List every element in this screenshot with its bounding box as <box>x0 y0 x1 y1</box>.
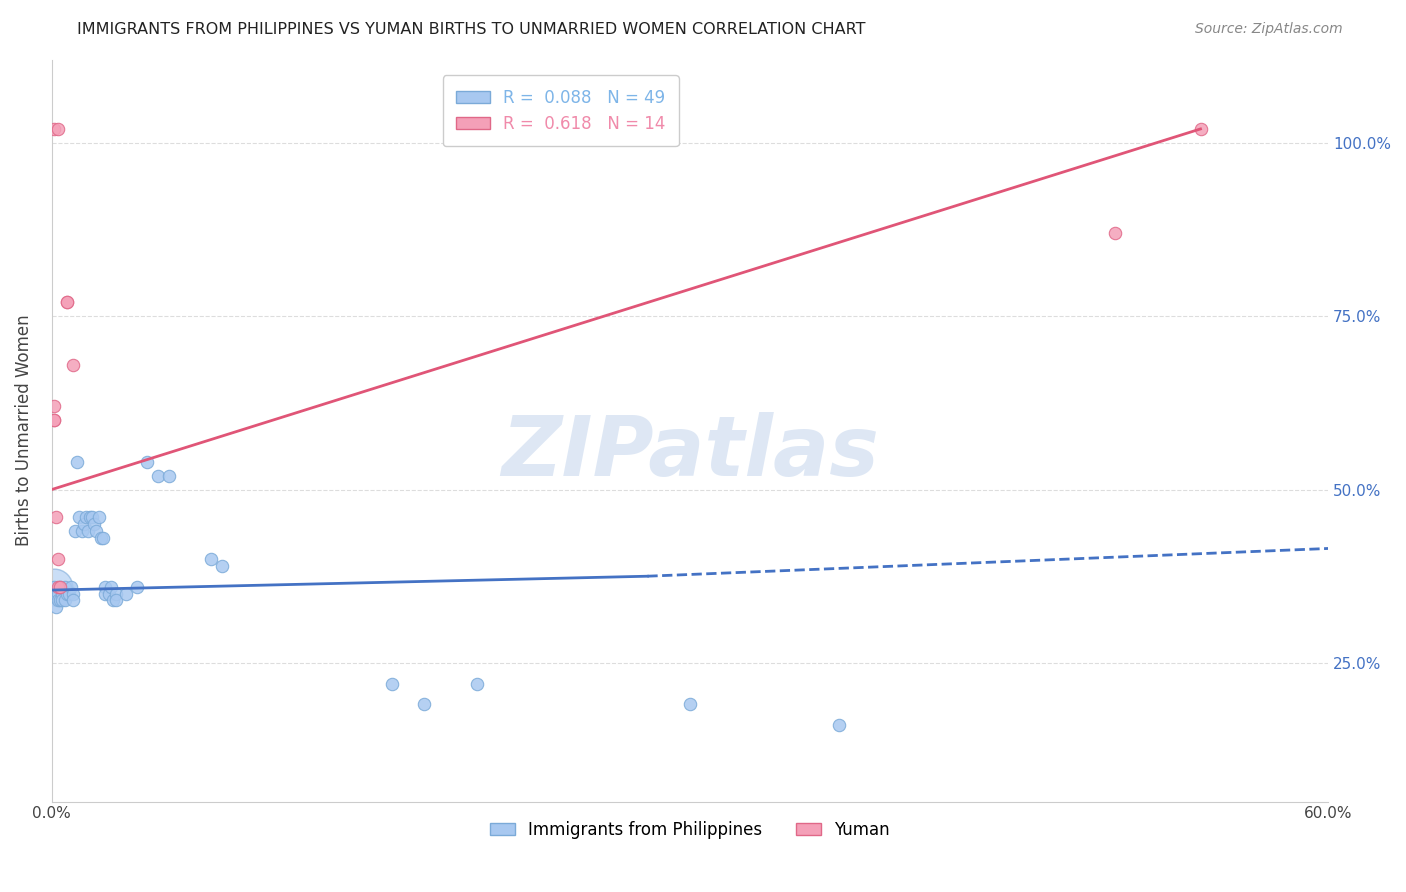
Point <box>62 593 84 607</box>
Point <box>94 586 117 600</box>
Point <box>45 586 67 600</box>
Point <box>75 510 97 524</box>
Point <box>115 586 138 600</box>
Point <box>1104 226 1126 240</box>
Point <box>62 586 84 600</box>
Point <box>77 524 100 538</box>
Point <box>51 593 73 607</box>
Point <box>146 468 169 483</box>
Point <box>136 455 159 469</box>
Point <box>42 580 65 594</box>
Point <box>55 295 77 310</box>
Point <box>46 593 69 607</box>
Point <box>42 413 65 427</box>
Point <box>53 593 76 607</box>
Point <box>1189 122 1212 136</box>
Legend: Immigrants from Philippines, Yuman: Immigrants from Philippines, Yuman <box>484 814 897 846</box>
Text: IMMIGRANTS FROM PHILIPPINES VS YUMAN BIRTHS TO UNMARRIED WOMEN CORRELATION CHART: IMMIGRANTS FROM PHILIPPINES VS YUMAN BIR… <box>77 22 866 37</box>
Point <box>381 676 404 690</box>
Point <box>49 580 72 594</box>
Point <box>66 455 89 469</box>
Point <box>45 510 67 524</box>
Point <box>63 524 86 538</box>
Point <box>87 510 110 524</box>
Point <box>45 600 67 615</box>
Point <box>103 593 125 607</box>
Point <box>98 586 121 600</box>
Point <box>46 552 69 566</box>
Point <box>211 558 233 573</box>
Point <box>104 593 127 607</box>
Point <box>828 718 851 732</box>
Point <box>62 358 84 372</box>
Text: Source: ZipAtlas.com: Source: ZipAtlas.com <box>1195 22 1343 37</box>
Point <box>42 122 65 136</box>
Point <box>465 676 488 690</box>
Point <box>42 580 65 594</box>
Point <box>200 552 222 566</box>
Point <box>46 122 69 136</box>
Point <box>46 586 69 600</box>
Point <box>100 580 122 594</box>
Point <box>86 524 108 538</box>
Point <box>90 531 112 545</box>
Point <box>73 517 96 532</box>
Point <box>53 580 76 594</box>
Point <box>55 295 77 310</box>
Point <box>157 468 180 483</box>
Text: ZIPatlas: ZIPatlas <box>501 412 879 493</box>
Point <box>58 586 80 600</box>
Point <box>55 586 77 600</box>
Point <box>49 593 72 607</box>
Point <box>51 586 73 600</box>
Point <box>42 413 65 427</box>
Point <box>42 400 65 414</box>
Point <box>67 510 90 524</box>
Point <box>79 510 101 524</box>
Point <box>91 531 114 545</box>
Point <box>125 580 148 594</box>
Point <box>94 580 117 594</box>
Point <box>49 580 72 594</box>
Point <box>59 580 82 594</box>
Point <box>104 586 127 600</box>
Point <box>83 517 105 532</box>
Point <box>70 524 93 538</box>
Point <box>679 698 702 712</box>
Point <box>413 698 436 712</box>
Point <box>46 580 69 594</box>
Point <box>82 510 104 524</box>
Y-axis label: Births to Unmarried Women: Births to Unmarried Women <box>15 315 32 547</box>
